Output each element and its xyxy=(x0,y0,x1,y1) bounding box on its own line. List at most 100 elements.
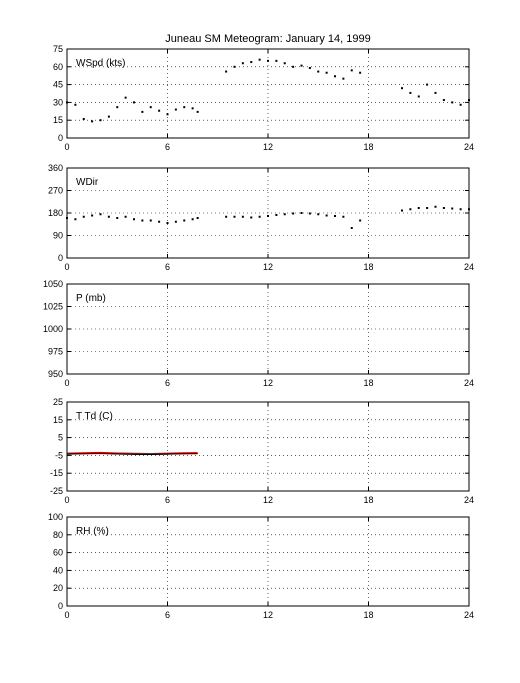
series-line xyxy=(66,452,198,456)
data-point xyxy=(468,99,470,102)
data-point xyxy=(308,212,311,215)
data-point xyxy=(91,120,94,123)
data-point xyxy=(149,106,152,109)
data-point xyxy=(141,219,144,222)
y-tick-label: 1050 xyxy=(43,279,63,289)
y-tick-label: 180 xyxy=(48,208,63,218)
data-point xyxy=(401,209,403,212)
x-tick-label: 24 xyxy=(464,378,474,388)
y-tick-label: 25 xyxy=(53,397,63,407)
data-point xyxy=(166,222,169,224)
x-tick-label: 6 xyxy=(165,262,170,272)
data-point xyxy=(283,213,286,216)
data-point xyxy=(275,59,278,62)
data-point xyxy=(158,109,161,112)
panel-label: RH (%) xyxy=(76,526,109,537)
x-tick-label: 6 xyxy=(165,142,170,152)
data-point xyxy=(74,103,77,106)
y-tick-label: 100 xyxy=(48,512,63,522)
y-tick-label: 30 xyxy=(53,97,63,107)
x-tick-label: 0 xyxy=(64,378,69,388)
data-point xyxy=(292,212,295,215)
data-point xyxy=(300,64,303,67)
data-point xyxy=(409,208,412,211)
data-point xyxy=(99,213,102,216)
data-point xyxy=(267,215,269,217)
y-tick-label: 975 xyxy=(48,347,63,357)
data-point xyxy=(250,216,253,219)
x-tick-label: 12 xyxy=(263,495,273,505)
y-tick-label: -25 xyxy=(50,486,63,496)
y-tick-label: -5 xyxy=(55,450,63,460)
y-tick-label: 1000 xyxy=(43,324,63,334)
data-point xyxy=(250,61,253,64)
data-point xyxy=(283,62,286,65)
y-tick-label: -15 xyxy=(50,468,63,478)
data-point xyxy=(191,107,194,110)
y-tick-label: 15 xyxy=(53,415,63,425)
panel-label: P (mb) xyxy=(76,293,106,304)
panel-2: 0 6 12 18 24 0 90 180 270 360 WDir xyxy=(48,163,474,272)
x-tick-label: 18 xyxy=(363,495,373,505)
y-tick-label: 950 xyxy=(48,369,63,379)
data-point xyxy=(82,118,85,121)
data-point xyxy=(133,101,135,104)
data-point xyxy=(74,218,77,221)
data-point xyxy=(99,119,102,122)
data-point xyxy=(292,65,295,68)
panel-5: 0 6 12 18 24 0 20 40 60 80 100 RH (%) xyxy=(48,512,474,620)
data-point xyxy=(233,65,236,68)
data-point xyxy=(233,215,236,218)
x-tick-label: 0 xyxy=(64,610,69,620)
data-point xyxy=(342,77,345,80)
x-tick-label: 24 xyxy=(464,262,474,272)
data-point xyxy=(82,215,85,218)
data-point xyxy=(451,101,454,104)
data-point xyxy=(401,87,403,90)
panel-3: 0 6 12 18 24 950 975 1000 1025 1050 P (mb) xyxy=(43,279,474,388)
x-tick-label: 18 xyxy=(363,262,373,272)
data-point xyxy=(91,214,94,217)
data-point xyxy=(124,215,127,218)
data-point xyxy=(258,215,261,218)
y-tick-label: 15 xyxy=(53,115,63,125)
y-tick-label: 360 xyxy=(48,163,63,173)
data-point xyxy=(174,220,177,223)
data-point xyxy=(334,215,336,217)
data-point xyxy=(267,59,269,62)
data-point xyxy=(442,207,445,209)
data-point xyxy=(275,214,278,216)
y-tick-label: 40 xyxy=(53,565,63,575)
y-tick-label: 0 xyxy=(58,253,63,263)
data-point xyxy=(359,71,362,74)
data-point xyxy=(451,207,454,210)
data-point xyxy=(417,95,420,98)
data-point xyxy=(350,69,353,72)
data-point xyxy=(426,83,429,86)
data-point xyxy=(107,215,110,218)
x-tick-label: 18 xyxy=(363,610,373,620)
data-point xyxy=(459,103,462,106)
x-tick-label: 0 xyxy=(64,142,69,152)
data-point xyxy=(342,215,345,218)
data-point xyxy=(133,218,135,221)
data-point xyxy=(166,113,169,116)
y-tick-label: 80 xyxy=(53,530,63,540)
series-line xyxy=(66,451,198,455)
y-tick-label: 0 xyxy=(58,601,63,611)
y-tick-label: 270 xyxy=(48,186,63,196)
panel-label: WSpd (kts) xyxy=(76,58,125,69)
x-tick-label: 24 xyxy=(464,610,474,620)
data-point xyxy=(426,207,429,209)
x-tick-label: 18 xyxy=(363,142,373,152)
data-point xyxy=(325,214,328,217)
data-point xyxy=(191,218,194,221)
y-tick-label: 5 xyxy=(58,433,63,443)
data-point xyxy=(183,219,186,222)
data-point xyxy=(196,110,199,113)
panel-4: 0 6 12 18 24 -25 -15 -5 5 15 25 T Td (C) xyxy=(50,397,474,505)
data-point xyxy=(434,205,437,208)
data-point xyxy=(183,106,186,109)
data-point xyxy=(417,207,420,209)
